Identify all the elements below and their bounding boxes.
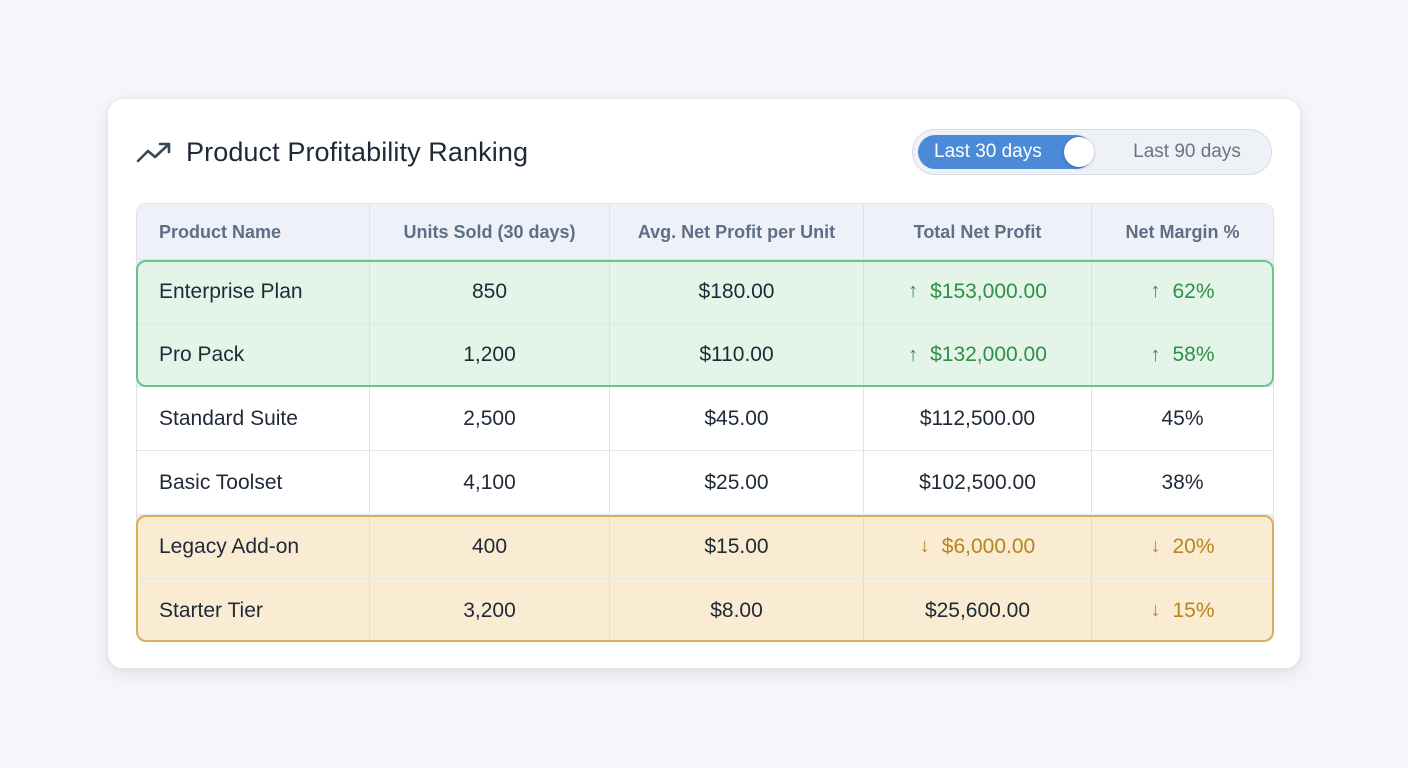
toggle-knob[interactable] [1064,137,1094,167]
cell-total-net-profit: ↑ $153,000.00 [864,260,1092,323]
period-toggle[interactable]: Last 30 days Last 90 days [912,129,1272,175]
arrow-down-icon: ↓ [1150,599,1161,621]
cell-product-name: Starter Tier [137,579,370,642]
column-header-total-net-profit[interactable]: Total Net Profit [864,204,1092,260]
cell-total-net-profit: $102,500.00 [864,451,1092,514]
column-header-avg-net-profit[interactable]: Avg. Net Profit per Unit [610,204,864,260]
arrow-up-icon: ↑ [908,343,919,366]
cell-net-margin: 45% [1161,406,1204,430]
cell-avg-net-profit: $110.00 [610,324,864,386]
cell-avg-net-profit: $15.00 [610,515,864,578]
cell-total-net-profit: $112,500.00 [864,387,1092,450]
total-net-profit-value: $6,000.00 [941,534,1036,558]
table-row[interactable]: Legacy Add-on 400 $15.00 ↓ $6,000.00 ↓ 2… [137,515,1273,579]
cell-net-margin: ↑ 62% [1092,260,1273,323]
cell-product-name: Legacy Add-on [137,515,370,578]
cell-units-sold: 2,500 [370,387,610,450]
cell-avg-net-profit: $180.00 [610,260,864,323]
cell-product-name: Basic Toolset [137,451,370,514]
arrow-down-icon: ↓ [919,535,930,557]
arrow-up-icon: ↑ [1150,280,1161,302]
cell-units-sold: 3,200 [370,579,610,642]
cell-avg-net-profit: $8.00 [610,579,864,642]
period-option-30-label: Last 30 days [934,141,1042,162]
profitability-table: Product Name Units Sold (30 days) Avg. N… [136,203,1274,642]
card-header: Product Profitability Ranking Last 30 da… [136,129,1272,175]
cell-units-sold: 1,200 [370,324,610,386]
cell-net-margin: ↓ 15% [1092,579,1273,642]
cell-units-sold: 400 [370,515,610,578]
cell-units-sold: 4,100 [370,451,610,514]
table-header: Product Name Units Sold (30 days) Avg. N… [137,204,1273,260]
cell-avg-net-profit: $25.00 [610,451,864,514]
arrow-up-icon: ↑ [1150,343,1161,366]
table-row[interactable]: Starter Tier 3,200 $8.00 $25,600.00 ↓ 15… [137,579,1273,642]
cell-product-name: Standard Suite [137,387,370,450]
cell-net-margin: ↓ 20% [1092,515,1273,578]
cell-total-net-profit: ↓ $6,000.00 [864,515,1092,578]
arrow-down-icon: ↓ [1150,535,1161,557]
title-group: Product Profitability Ranking [136,137,528,168]
trending-up-icon [136,139,172,165]
total-net-profit-value: $153,000.00 [930,279,1047,303]
table-row[interactable]: Enterprise Plan 850 $180.00 ↑ $153,000.0… [137,260,1273,324]
total-net-profit-value: $132,000.00 [930,343,1047,366]
period-option-90-days[interactable]: Last 90 days [1133,141,1241,162]
cell-product-name: Enterprise Plan [137,260,370,323]
arrow-up-icon: ↑ [908,280,919,302]
column-header-units-sold[interactable]: Units Sold (30 days) [370,204,610,260]
table-row[interactable]: Pro Pack 1,200 $110.00 ↑ $132,000.00 ↑ 5… [137,324,1273,387]
cell-product-name: Pro Pack [137,324,370,386]
cell-net-margin: ↑ 58% [1092,324,1273,386]
profitability-card: Product Profitability Ranking Last 30 da… [107,98,1301,669]
net-margin-value: 62% [1172,279,1215,303]
cell-net-margin: 38% [1161,470,1204,494]
net-margin-value: 58% [1172,343,1215,366]
column-header-net-margin[interactable]: Net Margin % [1125,221,1240,242]
cell-total-net-profit: $25,600.00 [864,579,1092,642]
column-header-product-name[interactable]: Product Name [137,204,370,260]
net-margin-value: 20% [1172,534,1215,558]
table-row[interactable]: Basic Toolset 4,100 $25.00 $102,500.00 3… [137,451,1273,515]
page-title: Product Profitability Ranking [186,136,529,167]
cell-total-net-profit: ↑ $132,000.00 [864,324,1092,386]
table-row[interactable]: Standard Suite 2,500 $45.00 $112,500.00 … [137,387,1273,451]
period-option-30-days[interactable]: Last 30 days [918,135,1094,169]
cell-avg-net-profit: $45.00 [610,387,864,450]
cell-units-sold: 850 [370,260,610,323]
net-margin-value: 15% [1172,598,1215,622]
